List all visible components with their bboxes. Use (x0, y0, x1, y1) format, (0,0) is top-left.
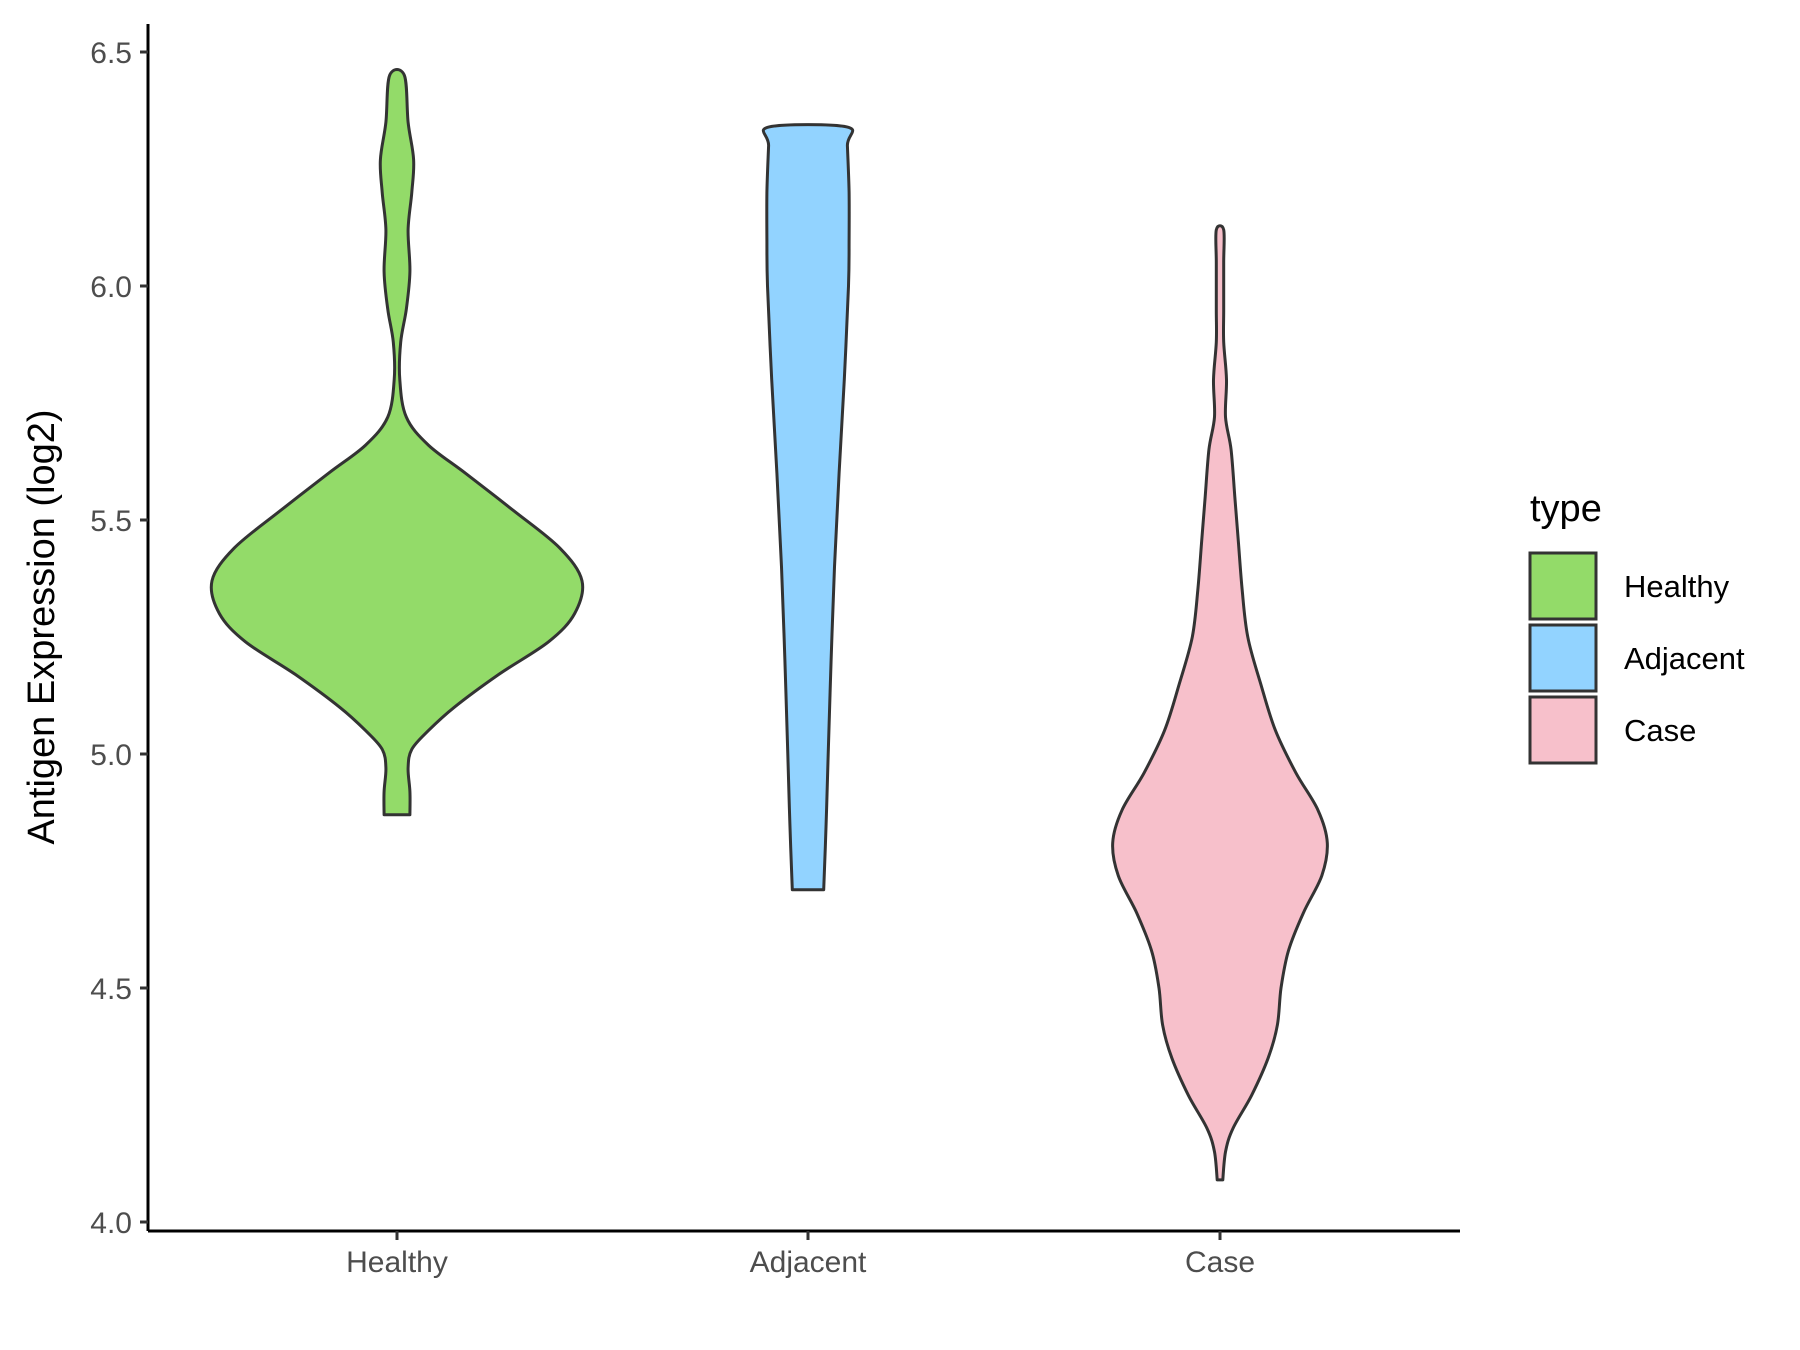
violin-healthy (209, 68, 585, 817)
y-tick-label: 4.0 (90, 1207, 132, 1240)
legend-swatch-case (1528, 695, 1598, 765)
x-tick-label: Healthy (346, 1246, 448, 1279)
y-tick-label: 5.0 (90, 739, 132, 772)
legend-label-healthy: Healthy (1624, 569, 1730, 604)
y-tick-label: 5.5 (90, 505, 132, 538)
legend-title: type (1530, 488, 1602, 530)
x-tick-label: Adjacent (750, 1246, 867, 1279)
x-axis-ticks: Healthy Adjacent Case (346, 1231, 1255, 1279)
violin-adjacent (761, 123, 855, 892)
legend-label-adjacent: Adjacent (1624, 641, 1745, 676)
y-tick-label: 4.5 (90, 973, 132, 1006)
legend-label-case: Case (1624, 713, 1696, 748)
y-tick-label: 6.5 (90, 37, 132, 70)
x-tick-label: Case (1185, 1246, 1255, 1279)
legend-swatch-adjacent (1528, 623, 1598, 693)
violin-case (1111, 224, 1329, 1182)
legend-swatch-healthy (1528, 551, 1598, 621)
y-tick-label: 6.0 (90, 271, 132, 304)
y-axis-ticks: 4.0 4.5 5.0 5.5 6.0 6.5 (90, 37, 148, 1240)
legend: type Healthy Adjacent Case (1528, 488, 1745, 765)
y-axis-title: Antigen Expression (log2) (21, 409, 63, 844)
violin-layer (209, 68, 1329, 1182)
